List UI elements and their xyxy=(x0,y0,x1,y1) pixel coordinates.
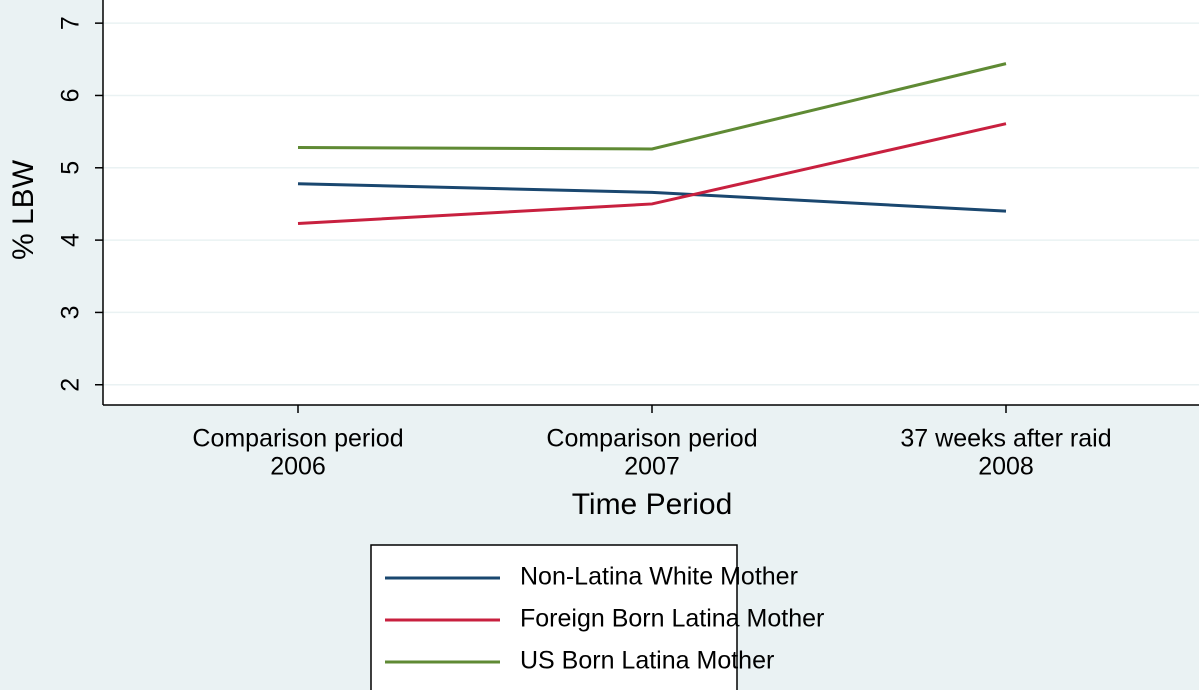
legend-label: Foreign Born Latina Mother xyxy=(520,605,824,633)
y-tick-label: 7 xyxy=(57,16,85,30)
y-axis-title: % LBW xyxy=(7,159,40,260)
x-tick-label: 2007 xyxy=(624,453,680,481)
x-tick-label: Comparison period xyxy=(192,425,403,453)
x-tick-label: 2006 xyxy=(270,453,326,481)
y-tick-label: 4 xyxy=(57,233,85,247)
series-line xyxy=(297,182,1007,213)
y-tick-label: 5 xyxy=(57,161,85,175)
x-tick-label: 37 weeks after raid xyxy=(900,425,1111,453)
series-line xyxy=(297,122,1007,225)
legend-box xyxy=(370,544,738,690)
series-line xyxy=(297,62,1007,151)
legend-label: Non-Latina White Mother xyxy=(520,563,798,591)
x-tick-label: Comparison period xyxy=(546,425,757,453)
x-tick-label: 2008 xyxy=(978,453,1034,481)
y-tick-label: 6 xyxy=(57,89,85,103)
y-tick-label: 3 xyxy=(57,305,85,319)
legend-label: US Born Latina Mother xyxy=(520,647,774,675)
x-axis-title: Time Period xyxy=(572,488,733,521)
y-tick-label: 2 xyxy=(57,378,85,392)
